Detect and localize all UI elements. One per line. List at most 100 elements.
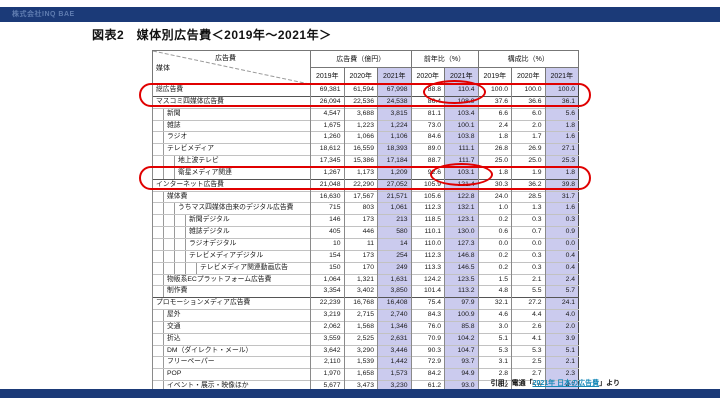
value-cell: 2.0 [511, 119, 546, 132]
value-cell: 24,538 [377, 95, 412, 109]
row-label: 交通 [152, 320, 311, 334]
value-cell: 4.0 [544, 309, 579, 322]
value-cell: 803 [343, 202, 378, 215]
value-cell: 2.3 [544, 368, 579, 381]
value-cell: 0.3 [511, 261, 546, 274]
value-cell: 3.1 [477, 356, 512, 369]
value-cell: 70.9 [410, 332, 445, 346]
company-logo: 株式会社INQ BAE [12, 11, 75, 18]
value-cell: 1,658 [343, 368, 378, 381]
value-cell: 1.6 [544, 131, 579, 144]
value-cell: 118.5 [410, 214, 445, 227]
value-cell: 1,970 [310, 368, 344, 381]
year-header: 2020年 [343, 67, 378, 85]
value-cell: 173 [343, 214, 378, 227]
row-label: プロモーションメディア広告費 [152, 297, 311, 310]
value-cell: 4,547 [310, 107, 344, 121]
value-cell: 16,768 [343, 297, 378, 310]
value-cell: 4.6 [477, 309, 512, 322]
table-row: テレビメディア 18,612 16,559 18,393 89.0 111.1 26.8 26… [152, 143, 579, 156]
row-label: テレビメディア [152, 143, 311, 156]
value-cell: 2,110 [310, 356, 344, 369]
value-cell: 85.8 [444, 320, 479, 334]
value-cell: 16,408 [377, 297, 412, 310]
value-cell: 1,064 [310, 273, 344, 286]
value-cell: 0.0 [477, 237, 512, 251]
year-header: 2021年 [377, 67, 412, 85]
media-ad-cost-table: 広告費 媒体 広告費（億円） 前年比（%） 構成比（%） 2019年 2020年 2021年 2… [152, 50, 580, 393]
value-cell: 0.3 [544, 214, 579, 227]
citation-prefix: 引用：電通「 [490, 380, 533, 387]
table-row: 衛星メディア関連 1,267 1,173 1,209 92.6 103.1 1.8 1.9 1.… [152, 166, 579, 180]
value-cell: 84.2 [410, 368, 445, 381]
value-cell: 127.3 [444, 237, 479, 251]
value-cell: 1.7 [511, 131, 546, 144]
value-cell: 25.0 [477, 155, 512, 168]
citation-suffix: 」より [599, 380, 620, 387]
value-cell: 4.4 [511, 309, 546, 322]
figure-title: 図表2 媒体別広告費＜2019年～2021年＞ [92, 28, 332, 42]
value-cell: 36.1 [544, 95, 579, 109]
value-cell: 170 [343, 261, 378, 274]
value-cell: 0.2 [477, 261, 512, 274]
value-cell: 0.0 [544, 237, 579, 251]
year-header: 2020年 [410, 67, 446, 85]
value-cell: 1,066 [343, 131, 378, 144]
value-cell: 249 [377, 261, 412, 274]
data-table: 広告費 媒体 広告費（億円） 前年比（%） 構成比（%） 2019年 2020年 2021年 2… [152, 50, 580, 393]
value-cell: 0.0 [511, 237, 546, 251]
column-group-header: 構成比（%） [477, 50, 580, 68]
value-cell: 31.7 [544, 190, 579, 203]
table-row: マスコミ四媒体広告費 26,094 22,536 24,538 86.4 108.9 37.… [152, 95, 579, 109]
value-cell: 69,381 [310, 84, 344, 97]
year-header: 2021年 [544, 67, 580, 85]
value-cell: 103.1 [444, 166, 479, 180]
value-cell: 76.0 [410, 320, 445, 334]
value-cell: 1,209 [377, 166, 412, 180]
value-cell: 92.6 [410, 166, 445, 180]
value-cell: 101.4 [410, 285, 445, 298]
row-label: DM（ダイレクト・メール） [152, 344, 311, 357]
value-cell: 100.0 [511, 84, 546, 97]
value-cell: 3.9 [544, 332, 579, 346]
value-cell: 1.8 [477, 166, 512, 180]
value-cell: 5.7 [544, 285, 579, 298]
value-cell: 2.1 [511, 273, 546, 286]
value-cell: 61,594 [343, 84, 378, 97]
value-cell: 104.7 [444, 344, 479, 357]
row-label: 総広告費 [152, 84, 311, 97]
value-cell: 123.5 [444, 273, 479, 286]
value-cell: 39.8 [544, 178, 579, 192]
value-cell: 110.1 [410, 226, 445, 239]
value-cell: 1,631 [377, 273, 412, 286]
value-cell: 111.7 [444, 155, 479, 168]
value-cell: 146.5 [444, 261, 479, 274]
value-cell: 10 [310, 237, 344, 251]
value-cell: 22,536 [343, 95, 378, 109]
table-row: 総広告費 69,381 61,594 67,998 88.8 110.4 100.0 100.… [152, 84, 579, 97]
value-cell: 2,062 [310, 320, 344, 334]
value-cell: 2.4 [544, 273, 579, 286]
value-cell: 1,267 [310, 166, 344, 180]
value-cell: 86.4 [410, 95, 445, 109]
value-cell: 1,675 [310, 119, 344, 132]
citation-link[interactable]: 2021年 日本の広告費 [532, 380, 600, 387]
value-cell: 100.9 [444, 309, 479, 322]
value-cell: 2.5 [511, 356, 546, 369]
value-cell: 26.8 [477, 143, 512, 156]
value-cell: 1.5 [477, 273, 512, 286]
value-cell: 67,998 [377, 84, 412, 97]
value-cell: 100.0 [544, 84, 579, 97]
row-label: うちマス四媒体由来のデジタル広告費 [152, 202, 311, 215]
value-cell: 17,567 [343, 190, 378, 203]
value-cell: 3,850 [377, 285, 412, 298]
value-cell: 2.0 [544, 320, 579, 334]
value-cell: 1,573 [377, 368, 412, 381]
value-cell: 173 [343, 249, 378, 263]
value-cell: 27,052 [377, 178, 412, 192]
value-cell: 21,048 [310, 178, 344, 192]
value-cell: 1,223 [343, 119, 378, 132]
bottom-bar [0, 389, 720, 398]
table-row: 物販系ECプラットフォーム広告費 1,064 1,321 1,631 124.2 123.… [152, 273, 579, 286]
value-cell: 1,260 [310, 131, 344, 144]
